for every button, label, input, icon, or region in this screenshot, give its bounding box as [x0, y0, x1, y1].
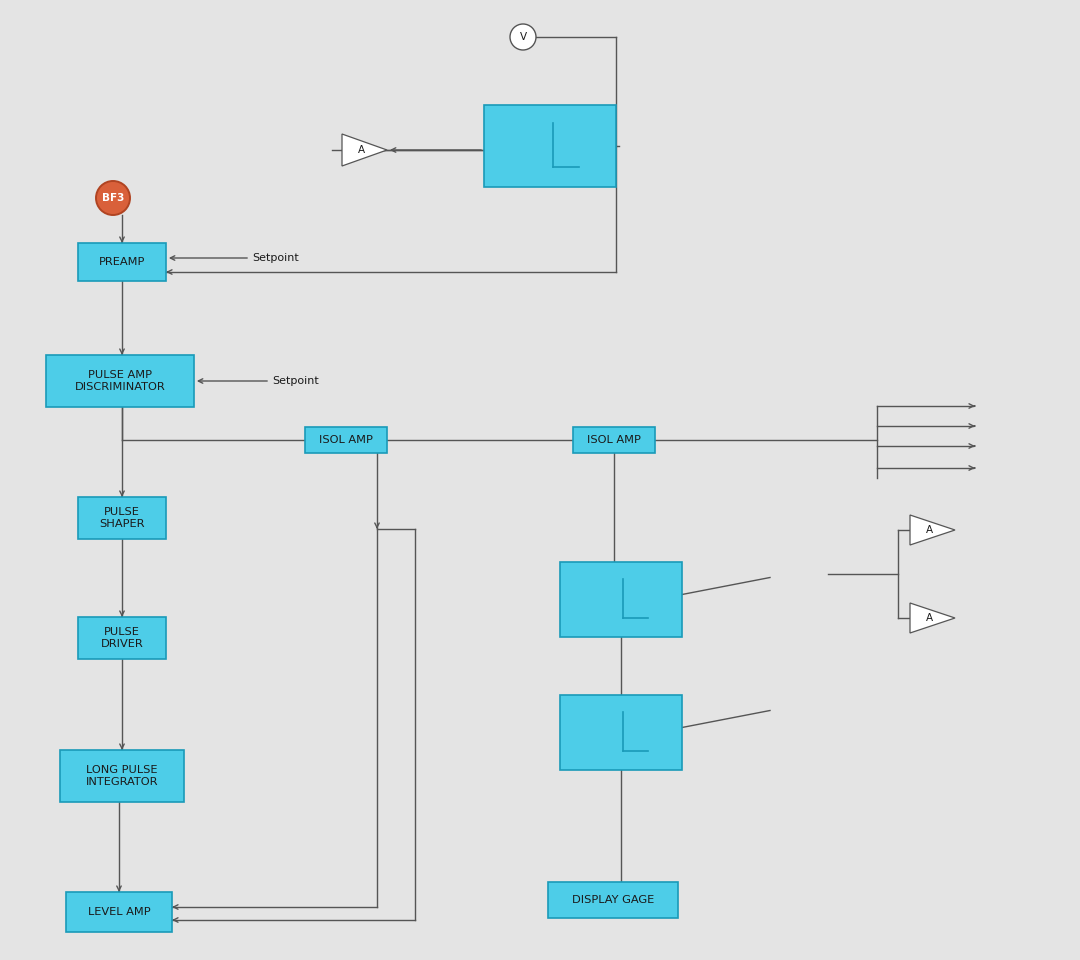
Text: PULSE
SHAPER: PULSE SHAPER	[99, 507, 145, 529]
Bar	[46, 355, 194, 407]
Text: Setpoint: Setpoint	[272, 376, 319, 386]
Bar	[548, 882, 678, 918]
Polygon shape	[910, 603, 955, 633]
Text: PREAMP: PREAMP	[98, 257, 145, 267]
Bar	[78, 497, 166, 539]
Circle shape	[96, 181, 130, 215]
Bar	[305, 427, 387, 453]
Text: DISPLAY GAGE: DISPLAY GAGE	[572, 895, 654, 905]
Polygon shape	[342, 134, 387, 166]
Text: BF3: BF3	[102, 193, 124, 203]
Bar	[561, 695, 681, 770]
Text: A: A	[926, 613, 932, 623]
Bar	[573, 427, 654, 453]
Bar	[561, 562, 681, 637]
Text: ISOL AMP: ISOL AMP	[588, 435, 640, 445]
Polygon shape	[910, 515, 955, 545]
Text: Setpoint: Setpoint	[252, 253, 299, 263]
Bar	[484, 105, 616, 187]
Bar	[78, 243, 166, 281]
Text: A: A	[357, 145, 365, 155]
Text: V: V	[519, 32, 527, 42]
Circle shape	[510, 24, 536, 50]
Text: PULSE AMP
DISCRIMINATOR: PULSE AMP DISCRIMINATOR	[75, 371, 165, 392]
Text: PULSE
DRIVER: PULSE DRIVER	[100, 627, 144, 649]
Text: LONG PULSE
INTEGRATOR: LONG PULSE INTEGRATOR	[85, 765, 159, 787]
Text: LEVEL AMP: LEVEL AMP	[87, 907, 150, 917]
Bar	[66, 892, 172, 932]
Text: ISOL AMP: ISOL AMP	[319, 435, 373, 445]
Bar	[60, 750, 184, 802]
Text: A: A	[926, 525, 932, 535]
Bar	[78, 617, 166, 659]
